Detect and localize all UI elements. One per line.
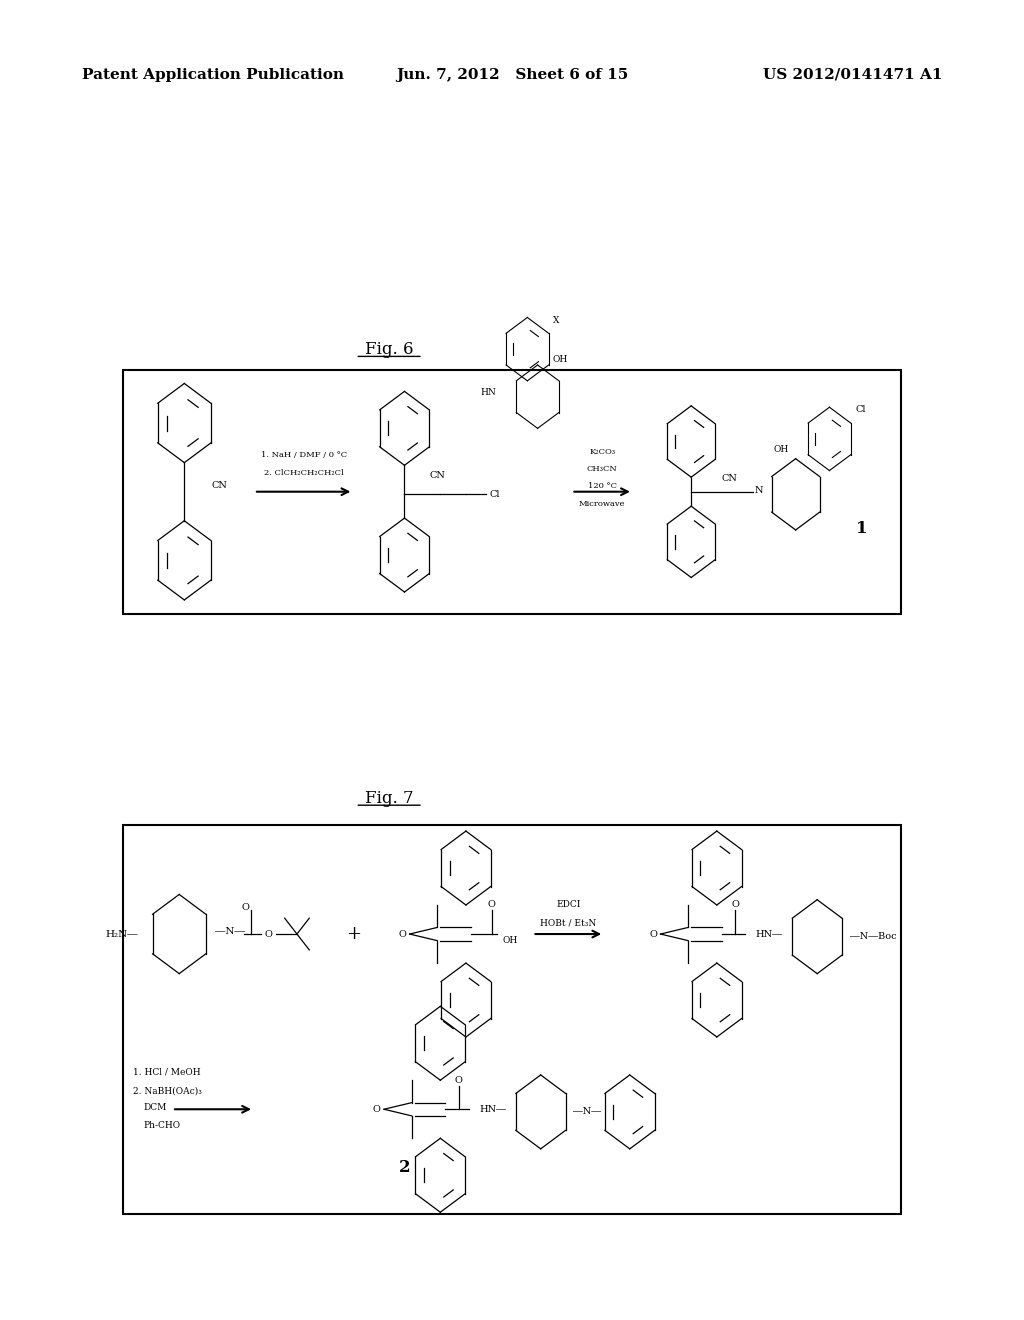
Text: Fig. 6: Fig. 6	[365, 342, 414, 358]
Text: ―N―Boc: ―N―Boc	[850, 932, 897, 941]
Text: HOBt / Et₃N: HOBt / Et₃N	[541, 919, 596, 928]
Text: HN―: HN―	[479, 1105, 506, 1114]
Text: 1: 1	[856, 520, 868, 537]
Text: Ph-CHO: Ph-CHO	[143, 1121, 180, 1130]
Text: HN―: HN―	[756, 929, 782, 939]
Text: Cl: Cl	[489, 490, 500, 499]
Bar	[123, 825, 901, 1214]
Text: OH: OH	[503, 936, 518, 945]
Text: 2. NaBH(OAc)₃: 2. NaBH(OAc)₃	[133, 1086, 202, 1096]
Text: DCM: DCM	[143, 1104, 167, 1113]
Text: +: +	[346, 925, 360, 942]
Text: K₂CO₃: K₂CO₃	[589, 447, 615, 457]
Text: O: O	[373, 1105, 381, 1114]
Text: 120 °C: 120 °C	[588, 482, 616, 491]
Text: O: O	[398, 929, 407, 939]
Text: US 2012/0141471 A1: US 2012/0141471 A1	[763, 69, 942, 82]
Text: O: O	[487, 900, 496, 909]
Text: O: O	[455, 1076, 463, 1085]
Text: CN: CN	[212, 480, 228, 490]
Text: N: N	[755, 486, 763, 495]
Text: 1. NaH / DMF / 0 °C: 1. NaH / DMF / 0 °C	[261, 450, 347, 459]
Text: Cl: Cl	[855, 405, 865, 414]
Text: CN: CN	[429, 471, 445, 480]
Text: CN: CN	[722, 474, 738, 483]
Text: OH: OH	[774, 445, 788, 454]
Text: Fig. 7: Fig. 7	[365, 791, 414, 807]
Text: O: O	[264, 929, 272, 939]
Text: Jun. 7, 2012   Sheet 6 of 15: Jun. 7, 2012 Sheet 6 of 15	[396, 69, 628, 82]
Text: O: O	[649, 929, 657, 939]
Text: X: X	[553, 315, 559, 325]
Text: H₂N―: H₂N―	[105, 929, 138, 939]
Bar	[123, 370, 901, 614]
Text: Microwave: Microwave	[579, 499, 626, 508]
Text: O: O	[242, 903, 250, 912]
Text: 1. HCl / MeOH: 1. HCl / MeOH	[133, 1068, 201, 1077]
Text: 2. ClCH₂CH₂CH₂Cl: 2. ClCH₂CH₂CH₂Cl	[264, 469, 344, 478]
Text: HN: HN	[481, 388, 497, 397]
Text: CH₃CN: CH₃CN	[587, 465, 617, 474]
Text: O: O	[731, 900, 739, 909]
Text: EDCI: EDCI	[556, 900, 581, 909]
Text: Patent Application Publication: Patent Application Publication	[82, 69, 344, 82]
Text: OH: OH	[553, 355, 568, 364]
Text: ―N―: ―N―	[215, 927, 245, 936]
Text: 2: 2	[398, 1159, 411, 1176]
Text: ―N―: ―N―	[573, 1107, 601, 1117]
